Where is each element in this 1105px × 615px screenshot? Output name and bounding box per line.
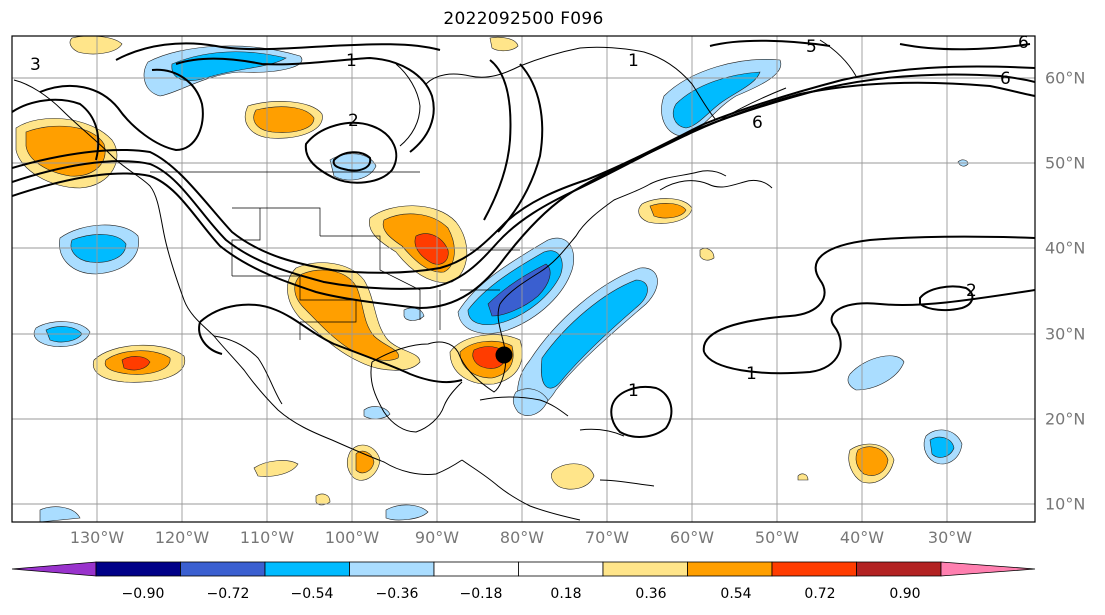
lon-label: 80°W — [499, 528, 545, 547]
contour-label: 1 — [628, 381, 639, 401]
lon-label: 50°W — [754, 528, 800, 547]
contour-label: 2 — [966, 281, 977, 301]
colorbar-cell — [602, 561, 688, 577]
lat-label: 30°N — [1045, 324, 1086, 344]
contours — [12, 39, 1035, 438]
colorbar-cell — [95, 561, 181, 577]
lon-label: 40°W — [839, 528, 885, 547]
colorbar-cell — [180, 561, 266, 577]
lon-label: 130°W — [69, 528, 125, 547]
contour-label: 2 — [348, 111, 359, 131]
contour-label: 6 — [1018, 33, 1029, 53]
contour-label: 6 — [1000, 69, 1011, 89]
lon-label: 30°W — [927, 528, 973, 547]
colorbar-label: −0.90 — [121, 586, 165, 602]
lon-label: 120°W — [154, 528, 210, 547]
lat-label: 20°N — [1045, 409, 1086, 429]
colorbar-label: 0.90 — [889, 586, 921, 602]
state-borders — [150, 171, 520, 340]
colorbar-cell — [771, 561, 857, 577]
graticule — [12, 36, 1035, 522]
lon-label: 100°W — [324, 528, 380, 547]
contour-label: 1 — [628, 51, 639, 71]
lon-label: 70°W — [584, 528, 630, 547]
map-frame — [11, 35, 1036, 523]
contour-label: 1 — [346, 51, 357, 71]
contour-labels: 1 2 3 5 6 6 6 1 1 1 2 — [30, 33, 1029, 401]
contour-label: 3 — [30, 55, 41, 75]
lat-label: 10°N — [1045, 494, 1086, 514]
colorbar-label: 0.54 — [720, 586, 752, 602]
lat-label: 60°N — [1045, 68, 1086, 88]
colorbar-label: −0.18 — [459, 586, 503, 602]
storm-center-marker — [495, 346, 513, 364]
colorbar-extend-high — [940, 561, 1036, 577]
lat-label: 40°N — [1045, 238, 1086, 258]
colorbar-label: −0.54 — [290, 586, 334, 602]
colorbar-extend-low — [11, 561, 97, 577]
lat-label: 50°N — [1045, 153, 1086, 173]
colorbar-label: −0.36 — [375, 586, 419, 602]
colorbar-cell — [433, 561, 519, 577]
colorbar-label: −0.72 — [206, 586, 250, 602]
lon-label: 90°W — [414, 528, 460, 547]
colorbar-cell — [264, 561, 350, 577]
colorbar-cell — [856, 561, 942, 577]
colorbar-label: 0.18 — [550, 586, 582, 602]
colorbar-cell — [349, 561, 435, 577]
colorbar-label: 0.72 — [804, 586, 836, 602]
contour-label: 6 — [752, 113, 763, 133]
colorbar-label: 0.36 — [635, 586, 667, 602]
shaded-field — [15, 36, 969, 522]
colorbar — [11, 561, 1036, 577]
colorbar-cell — [518, 561, 604, 577]
coastlines — [13, 39, 857, 521]
contour-label: 5 — [806, 37, 817, 57]
contour-label: 1 — [746, 364, 757, 384]
map-title: 2022092500 F096 — [443, 9, 604, 29]
lon-label: 60°W — [669, 528, 715, 547]
colorbar-cell — [687, 561, 773, 577]
lon-label: 110°W — [239, 528, 295, 547]
